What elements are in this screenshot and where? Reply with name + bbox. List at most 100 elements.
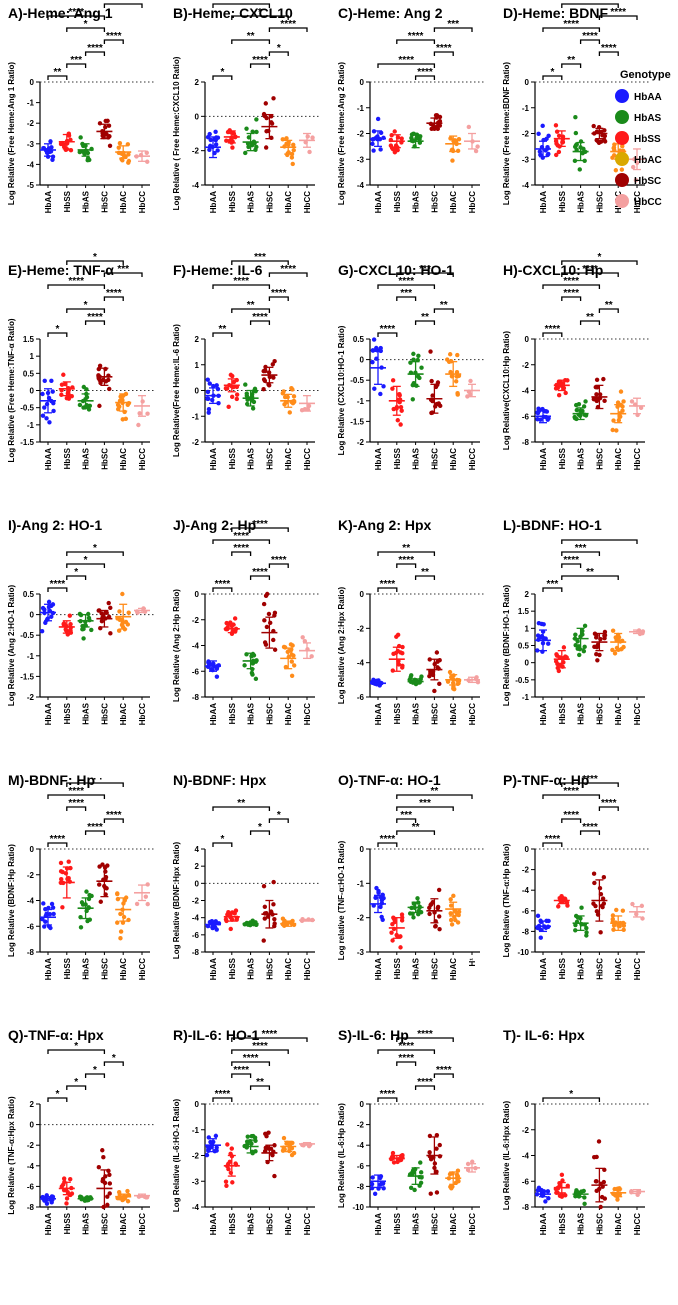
y-tick-label: 0.5 — [518, 642, 530, 651]
data-point-hbaa — [48, 139, 53, 144]
data-point-hbaa — [544, 136, 549, 142]
y-tick-label: 0 — [360, 1100, 365, 1109]
data-point-hbsc — [592, 631, 598, 636]
y-tick-label: -2 — [27, 119, 35, 128]
data-point-hbcc — [145, 901, 150, 907]
data-point-hbss — [232, 616, 238, 621]
significance-bracket — [377, 842, 398, 847]
significance-bracket — [47, 332, 68, 337]
y-tick-label: 0 — [525, 335, 530, 344]
data-point-hbsc — [438, 403, 443, 409]
data-point-hbac — [126, 152, 131, 157]
data-point-hbaa — [40, 391, 45, 397]
data-point-hbas — [577, 167, 582, 172]
data-point-hbsc — [265, 591, 270, 597]
y-tick-label: -4 — [357, 1141, 365, 1150]
data-point-hbss — [561, 385, 567, 391]
y-tick-label: 0 — [195, 112, 200, 121]
data-point-hbac — [281, 1135, 287, 1141]
data-point-hbas — [250, 406, 256, 411]
significance-bracket — [231, 1061, 271, 1066]
panel-T: T)- IL-6: Hpx 0 -2 -4 -6 -8 Log Relative (IL-6… — [502, 1027, 651, 1235]
data-point-hbsc — [272, 1173, 277, 1179]
data-point-hbas — [411, 357, 416, 362]
panel-title: D)-Heme: BDNF — [503, 5, 608, 21]
data-point-hbss — [61, 1176, 67, 1181]
data-point-hbsc — [595, 385, 600, 390]
data-point-hbac — [610, 647, 615, 653]
x-tick-label: HbSC — [430, 191, 439, 213]
panel-D: D)-Heme: BDNF 0 -1 -2 -3 -4 Log Relative (Free… — [502, 0, 651, 213]
data-point-hbss — [556, 393, 562, 398]
significance-bracket — [579, 320, 601, 325]
data-point-hbaa — [50, 602, 56, 607]
significance-bracket — [66, 308, 106, 313]
significance-label: *** — [400, 810, 412, 821]
significance-label: **** — [68, 276, 84, 287]
significance-label: ** — [586, 0, 594, 6]
data-point-hbsc — [262, 904, 268, 909]
significance-bracket — [433, 51, 454, 56]
x-tick-label: HbAA — [374, 1213, 383, 1235]
panel-title: G)-CXCL10: HO-1 — [338, 262, 454, 278]
data-point-hbaa — [50, 905, 56, 910]
significance-bracket — [66, 575, 87, 580]
significance-bracket — [542, 332, 563, 337]
data-point-hbss — [561, 645, 567, 650]
significance-bracket — [231, 1049, 289, 1054]
x-tick-label: HbSC — [265, 958, 274, 980]
x-tick-label: HbAA — [539, 703, 548, 725]
data-point-hbac — [620, 908, 626, 913]
data-point-hbsc — [592, 1154, 597, 1160]
data-point-hbas — [573, 1194, 578, 1199]
y-tick-label: -6 — [522, 412, 530, 421]
y-tick-label: 0 — [525, 845, 530, 854]
x-tick-label: HbAA — [44, 958, 53, 980]
data-point-hbas — [85, 156, 91, 161]
significance-label: **** — [436, 1065, 452, 1076]
data-point-hbss — [553, 123, 559, 128]
data-point-hbaa — [378, 147, 383, 152]
x-tick-label: HbAA — [374, 448, 383, 470]
legend-label: HbAC — [634, 155, 662, 166]
data-point-hbsc — [272, 916, 277, 922]
significance-bracket — [47, 842, 68, 847]
data-point-hbsc — [593, 903, 598, 909]
data-point-hbaa — [42, 405, 47, 410]
significance-bracket — [212, 806, 271, 811]
panel-title: M)-BDNF: Hp — [8, 772, 95, 788]
data-point-hbaa — [204, 1152, 210, 1158]
data-point-hbaa — [205, 389, 211, 395]
significance-label: *** — [254, 252, 266, 263]
data-point-hbas — [78, 612, 84, 618]
significance-bracket — [561, 539, 638, 544]
data-point-hbas — [251, 388, 257, 394]
data-point-hbas — [89, 627, 94, 633]
x-tick-label: HbSC — [100, 191, 109, 213]
data-point-hbsc — [262, 618, 267, 623]
panel-title: L)-BDNF: HO-1 — [503, 517, 602, 533]
x-tick-label: HbAA — [209, 958, 218, 980]
significance-bracket — [396, 563, 417, 568]
panel-C: C)-Heme: Ang 2 0 -1 -2 -3 -4 Log Relative (Fre… — [337, 5, 486, 213]
data-point-hbas — [418, 1180, 424, 1186]
data-point-hbss — [390, 921, 395, 927]
data-point-hbas — [573, 115, 578, 120]
data-point-hbsc — [263, 1131, 268, 1136]
data-point-hbcc — [640, 916, 645, 921]
y-axis-label: Log Relative (TNF-α:Hp Ratio) — [502, 843, 511, 957]
data-point-hbac — [289, 659, 294, 664]
data-point-hbac — [450, 158, 455, 163]
y-tick-label: -6 — [357, 1162, 365, 1171]
data-point-hbaa — [207, 147, 212, 152]
data-point-hbaa — [380, 892, 385, 898]
y-tick-label: -6 — [522, 907, 530, 916]
data-point-hbaa — [214, 674, 220, 679]
data-point-hbas — [242, 663, 247, 668]
significance-bracket — [103, 818, 124, 823]
data-point-hbsc — [264, 624, 270, 630]
significance-label: * — [55, 1089, 59, 1100]
data-point-hbac — [118, 911, 123, 917]
data-point-hbss — [390, 378, 396, 383]
data-point-hbac — [611, 418, 616, 423]
